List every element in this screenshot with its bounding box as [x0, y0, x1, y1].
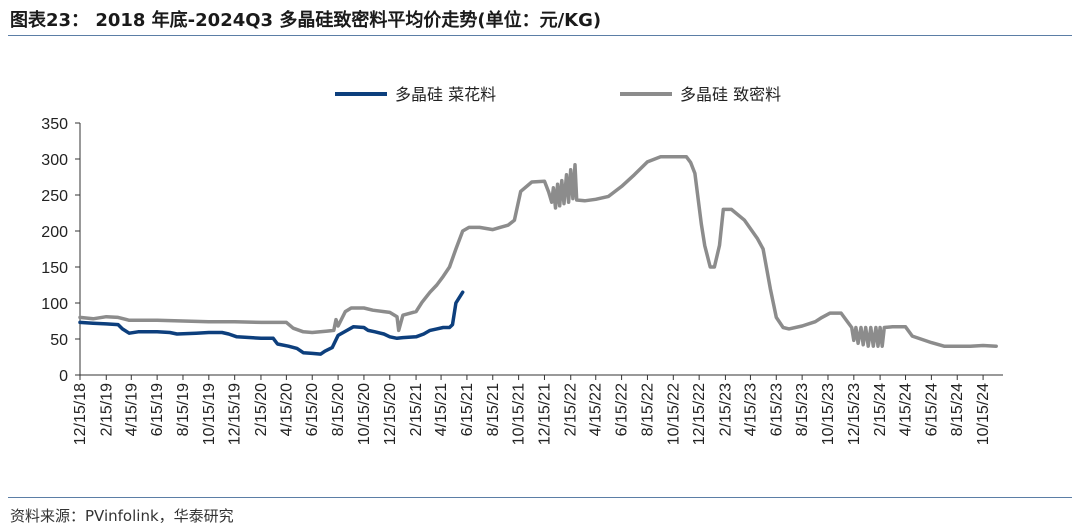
x-tick-label: 6/15/19: [149, 383, 166, 436]
series-layer: [78, 155, 998, 356]
x-tick-label: 10/15/21: [511, 383, 528, 445]
x-tick-label: 10/15/22: [665, 383, 682, 445]
x-tick-label: 8/15/24: [949, 383, 966, 436]
x-tick-label: 12/15/23: [846, 383, 863, 445]
line-chart: 多晶硅 菜花料 多晶硅 致密料 0 50 100 150 200 250 300 350 12/…: [41, 85, 1003, 445]
y-tick-label: 50: [50, 332, 68, 349]
x-tick-label: 6/15/23: [768, 383, 785, 436]
source-note: 资料来源：PVinfolink，华泰研究: [10, 507, 234, 525]
legend-label-caihualiao: 多晶硅 菜花料: [395, 85, 496, 104]
x-tick-label: 6/15/21: [459, 383, 476, 436]
x-tick-label: 8/15/22: [639, 383, 656, 436]
x-tick-label: 4/15/20: [278, 383, 295, 436]
top-divider: [8, 35, 1072, 36]
x-tick-label: 2/15/24: [872, 383, 889, 436]
y-tick-label: 250: [41, 188, 68, 205]
x-axis: 12/15/18 2/15/19 4/15/19 6/15/19 8/15/19 10/1…: [72, 374, 1003, 445]
x-tick-label: 8/15/21: [485, 383, 502, 436]
x-tick-label: 6/15/20: [304, 383, 321, 436]
series-line-caihualiao: [78, 290, 465, 356]
x-tick-label: 8/15/20: [330, 383, 347, 436]
x-tick-label: 10/15/20: [356, 383, 373, 445]
y-tick-label: 200: [41, 224, 68, 241]
x-tick-label: 10/15/23: [820, 383, 837, 445]
x-tick-label: 2/15/19: [98, 383, 115, 436]
y-tick-label: 0: [59, 368, 68, 385]
x-tick-label: 8/15/19: [175, 383, 192, 436]
y-tick-label: 350: [41, 116, 68, 133]
legend-label-zhimiliao: 多晶硅 致密料: [680, 85, 781, 104]
chart-title: 图表23： 2018 年底-2024Q3 多晶硅致密料平均价走势(单位：元/KG…: [10, 10, 602, 31]
y-tick-label: 150: [41, 260, 68, 277]
x-tick-label: 12/15/21: [536, 383, 553, 445]
x-tick-label: 4/15/22: [588, 383, 605, 436]
x-tick-label: 4/15/19: [123, 383, 140, 436]
x-tick-label: 10/15/19: [201, 383, 218, 445]
x-tick-label: 12/15/22: [691, 383, 708, 445]
x-tick-label: 4/15/24: [898, 383, 915, 436]
bottom-divider: [8, 497, 1072, 498]
x-tick-label: 2/15/23: [717, 383, 734, 436]
x-tick-label: 6/15/24: [923, 383, 940, 436]
x-tick-label: 2/15/21: [408, 383, 425, 436]
y-tick-label: 300: [41, 152, 68, 169]
x-tick-label: 6/15/22: [614, 383, 631, 436]
x-tick-label: 4/15/21: [433, 383, 450, 436]
y-tick-label: 100: [41, 296, 68, 313]
x-tick-label: 12/15/20: [382, 383, 399, 445]
x-tick-label: 2/15/20: [253, 383, 270, 436]
x-tick-label: 4/15/23: [742, 383, 759, 436]
legend: 多晶硅 菜花料 多晶硅 致密料: [335, 85, 781, 104]
x-tick-label: 2/15/22: [563, 383, 580, 436]
x-tick-label: 10/15/24: [975, 383, 992, 445]
x-tick-label: 12/15/19: [227, 383, 244, 445]
x-tick-label: 8/15/23: [794, 383, 811, 436]
series-line-zhimiliao: [78, 155, 998, 348]
x-tick-label: 12/15/18: [72, 383, 89, 445]
y-axis: 0 50 100 150 200 250 300 350: [41, 116, 81, 385]
